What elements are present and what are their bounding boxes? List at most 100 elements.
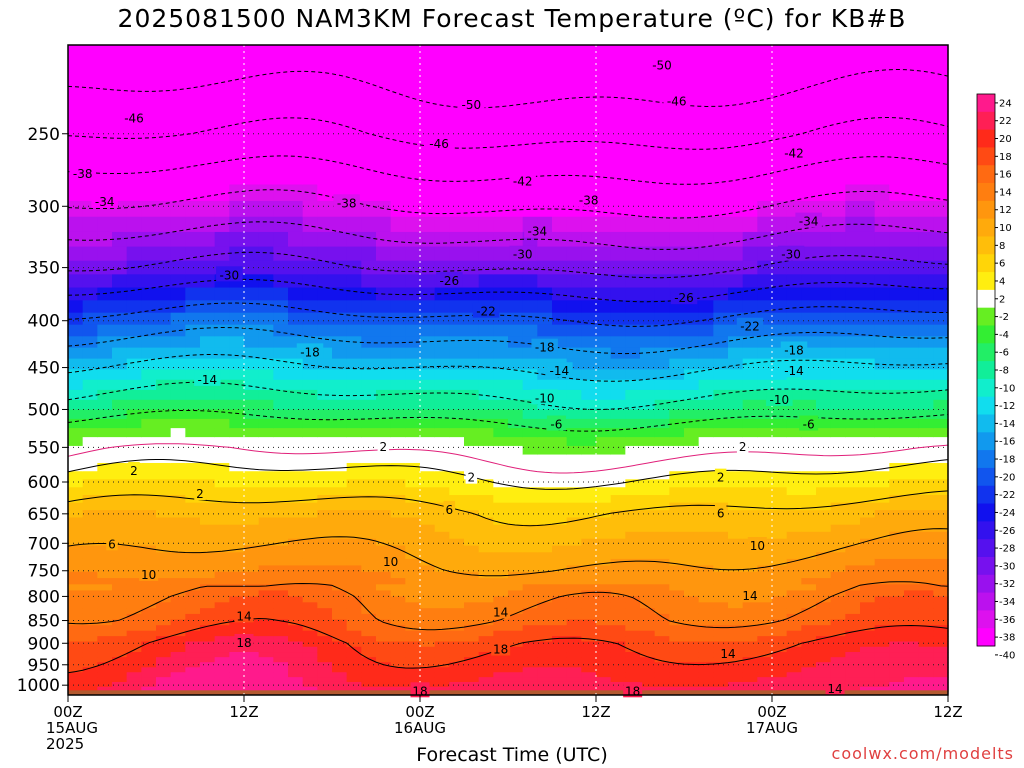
colorbar-label: -16 bbox=[999, 437, 1015, 448]
chart-title: 2025081500 NAM3KM Forecast Temperature (… bbox=[117, 4, 907, 33]
contour-label-bg bbox=[234, 633, 254, 649]
isotherm-line bbox=[67, 68, 949, 109]
contour-label-bg bbox=[531, 338, 558, 354]
y-tick-label: 650 bbox=[28, 505, 60, 525]
colorbar-label: -8 bbox=[999, 366, 1009, 377]
colorbar-label: 10 bbox=[999, 223, 1012, 234]
y-tick-label: 350 bbox=[28, 259, 60, 279]
contour-label: 14 bbox=[827, 682, 842, 696]
contour-label: -30 bbox=[781, 248, 801, 262]
y-tick-label: 1000 bbox=[17, 676, 60, 696]
contour-label: -6 bbox=[550, 418, 562, 432]
isotherms bbox=[67, 68, 949, 674]
isotherm-line bbox=[67, 528, 949, 577]
contour-label-bg bbox=[296, 343, 324, 359]
y-tick-label: 450 bbox=[28, 359, 60, 379]
contour-label: -50 bbox=[462, 98, 482, 112]
contour-label: 18 bbox=[625, 684, 640, 698]
contour-label-bg bbox=[491, 603, 511, 619]
contour-label: -38 bbox=[579, 194, 599, 208]
contour-label-bg bbox=[718, 644, 738, 660]
colorbar-swatch bbox=[977, 307, 995, 326]
colorbar-swatch bbox=[977, 183, 995, 202]
contour-label: -10 bbox=[770, 393, 790, 407]
contour-label-bg bbox=[780, 144, 808, 160]
contour-label: 2 bbox=[130, 464, 138, 478]
colorbar-label: -14 bbox=[999, 419, 1015, 430]
plot-frame bbox=[67, 44, 949, 696]
contour-label-bg bbox=[425, 135, 453, 151]
colorbar-label: 12 bbox=[999, 205, 1012, 216]
contour-label-bg bbox=[623, 682, 643, 698]
contour-label-bg bbox=[575, 191, 602, 207]
contour-label: -46 bbox=[124, 112, 144, 126]
colorbar-label: 18 bbox=[999, 152, 1012, 163]
credit-link[interactable]: coolwx.com/modelts bbox=[831, 744, 1014, 763]
colorbar-swatch bbox=[977, 111, 995, 131]
contour-label: 10 bbox=[141, 568, 156, 582]
y-tick-label: 400 bbox=[28, 312, 60, 332]
y-tick-label: 700 bbox=[28, 534, 60, 554]
contour-label: 18 bbox=[236, 636, 251, 650]
contour-label: 2 bbox=[717, 471, 725, 485]
contour-label: -22 bbox=[740, 320, 760, 334]
y-tick-label: 900 bbox=[28, 634, 60, 654]
contour-label-bg bbox=[531, 389, 558, 405]
contour-label-bg bbox=[747, 537, 767, 553]
x-tick-label: 12Z bbox=[933, 703, 962, 721]
ground-strip bbox=[68, 690, 948, 695]
colorbar-swatch bbox=[977, 289, 995, 309]
contour-label: -42 bbox=[784, 146, 804, 160]
x-axis-title: Forecast Time (UTC) bbox=[416, 744, 608, 766]
colorbar-swatch bbox=[977, 147, 995, 166]
contour-label-bg bbox=[648, 56, 676, 72]
colorbar-swatch bbox=[977, 539, 995, 558]
contour-label: 6 bbox=[108, 537, 116, 551]
colorbar-swatch bbox=[977, 574, 995, 594]
colorbar-swatch bbox=[977, 467, 995, 487]
colorbar-swatch bbox=[977, 396, 995, 416]
colorbar-swatch bbox=[977, 592, 995, 611]
contour-label-bg bbox=[736, 437, 749, 453]
contour-label-bg bbox=[780, 362, 808, 378]
contour-label: -22 bbox=[476, 305, 496, 319]
y-tick-label: 250 bbox=[28, 125, 60, 145]
contour-label-bg bbox=[106, 535, 118, 551]
contour-label: -26 bbox=[674, 291, 694, 305]
contour-label: 14 bbox=[236, 609, 251, 623]
isotherm-line bbox=[67, 326, 949, 355]
contour-label-bg bbox=[410, 682, 430, 698]
contour-label-bg bbox=[128, 461, 140, 477]
contour-label: -18 bbox=[784, 343, 804, 357]
contour-label-bg bbox=[546, 415, 566, 431]
y-tick-label: 550 bbox=[28, 438, 60, 458]
contour-label: -18 bbox=[300, 345, 320, 359]
y-tick-label: 950 bbox=[28, 656, 60, 676]
contour-label: -38 bbox=[73, 167, 93, 181]
colorbar-swatch bbox=[977, 343, 995, 362]
contour-label: 18 bbox=[493, 643, 508, 657]
colorbar-swatch bbox=[977, 165, 995, 184]
colorbar-swatch bbox=[977, 610, 995, 629]
colorbar-label: -28 bbox=[999, 544, 1015, 555]
contour-label: -46 bbox=[429, 137, 449, 151]
contour-label: -10 bbox=[535, 391, 555, 405]
colorbar-swatch bbox=[977, 556, 995, 576]
colorbar-label: 8 bbox=[999, 241, 1005, 252]
colorbar-swatch bbox=[977, 254, 995, 273]
contour-label-bg bbox=[91, 192, 118, 208]
colorbar-label: -12 bbox=[999, 401, 1015, 412]
colorbar-label: 4 bbox=[999, 276, 1005, 287]
colorbar-label: -24 bbox=[999, 508, 1015, 519]
temperature-field bbox=[68, 45, 949, 693]
y-tick-label: 300 bbox=[28, 197, 60, 217]
colorbar-swatch bbox=[977, 414, 995, 433]
isotherm-line bbox=[67, 354, 949, 382]
contour-label: -30 bbox=[513, 248, 533, 262]
contour-label-bg bbox=[714, 468, 727, 484]
colorbar-label: 24 bbox=[999, 98, 1012, 109]
contour-label: 14 bbox=[720, 647, 735, 661]
contour-label-bg bbox=[381, 553, 401, 569]
contour-label-bg bbox=[714, 504, 727, 520]
